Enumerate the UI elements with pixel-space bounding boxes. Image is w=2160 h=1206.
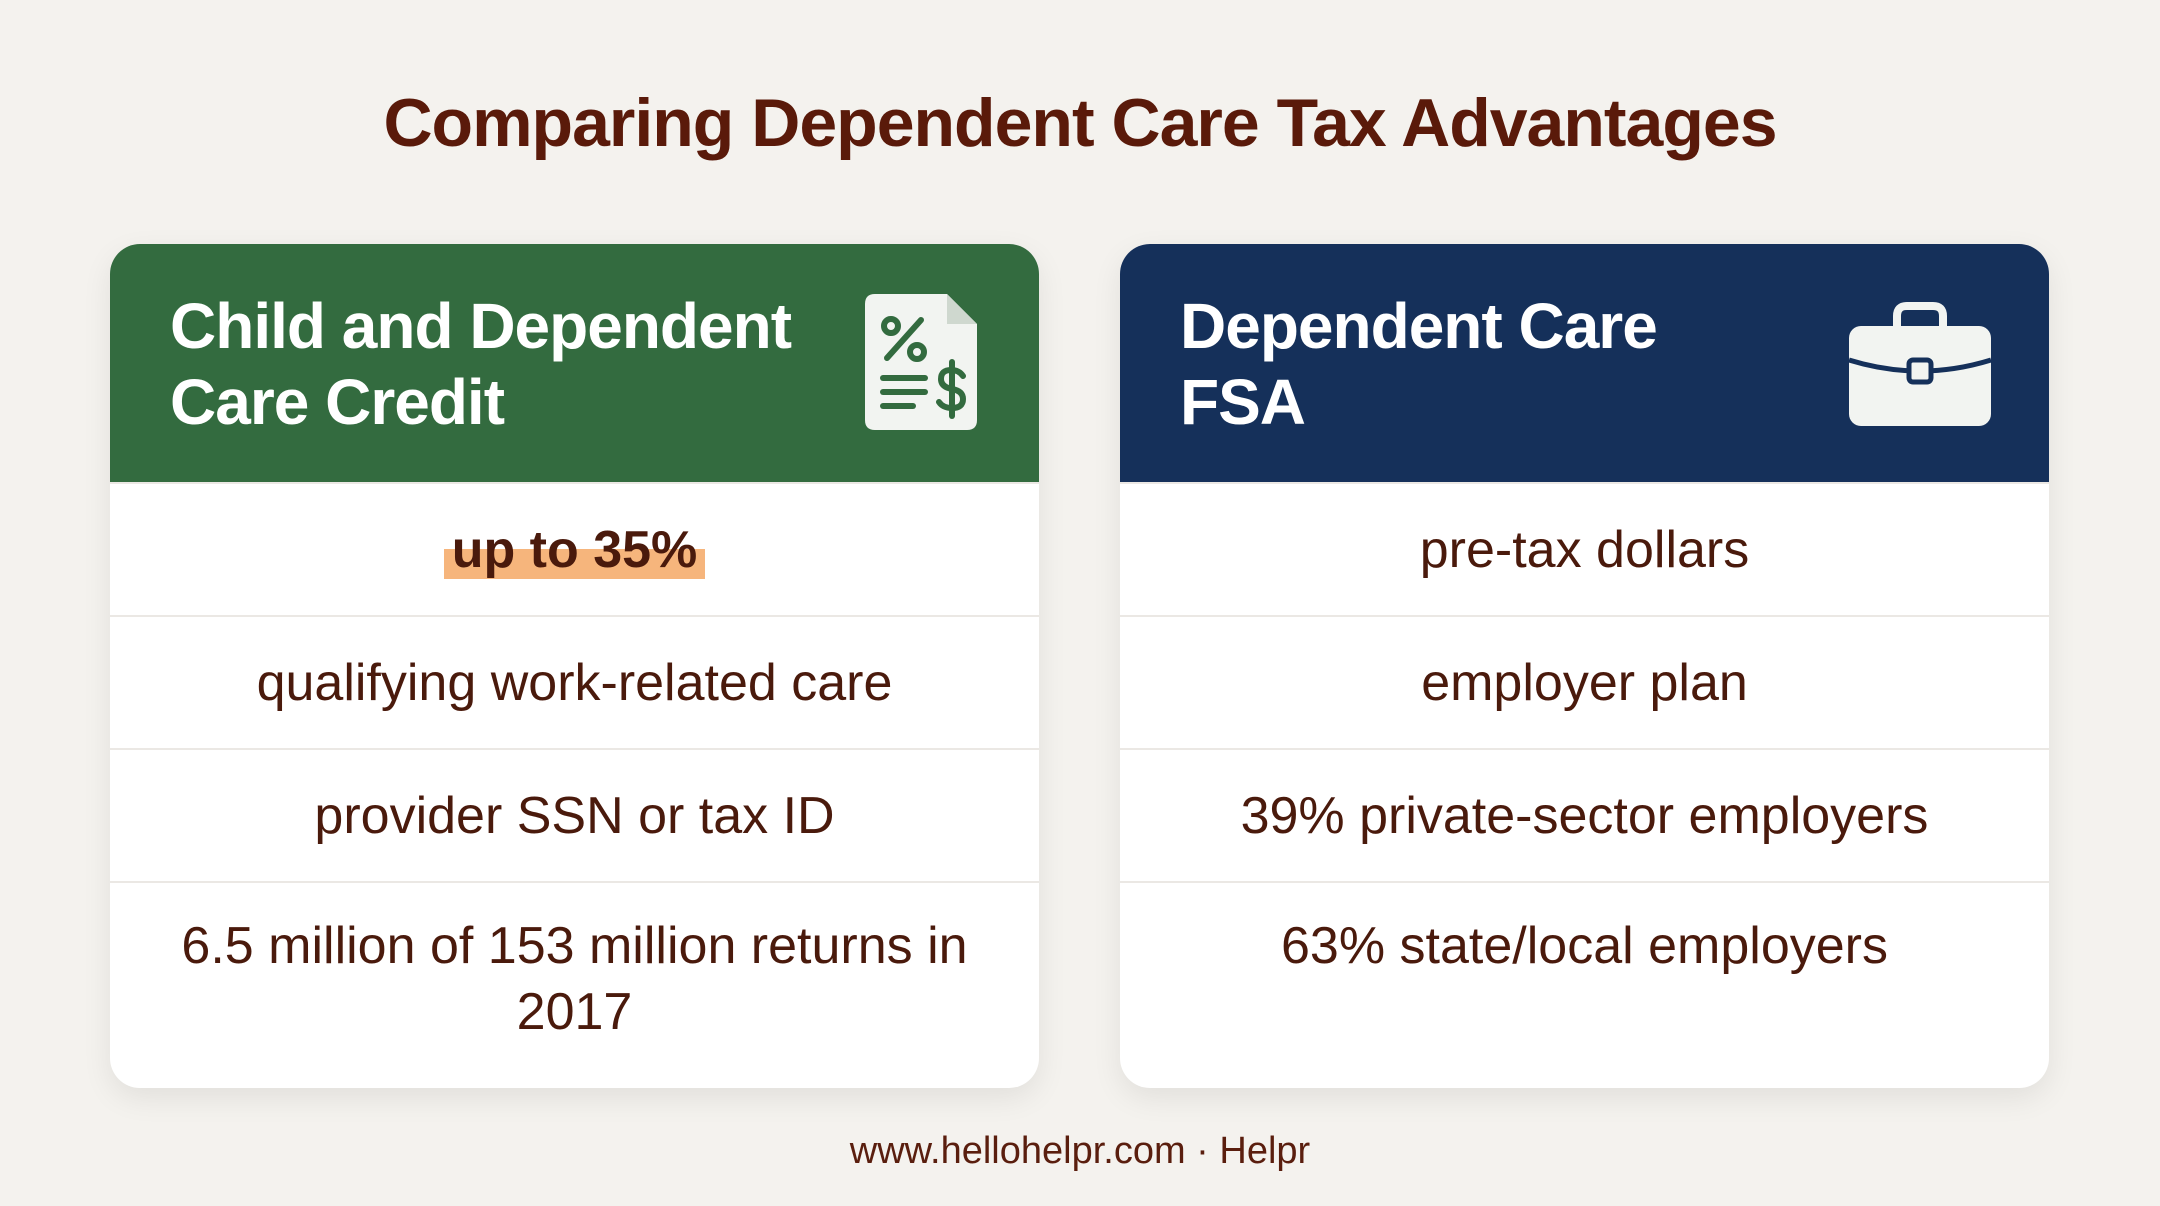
card-row: pre-tax dollars — [1120, 482, 2049, 615]
card-title-line: Dependent Care — [1180, 290, 1658, 362]
card-row: 6.5 million of 153 million returns in 20… — [110, 881, 1039, 1087]
card: Child and Dependent Care Credit up to 35… — [110, 244, 1039, 1088]
card-row: up to 35% — [110, 482, 1039, 615]
card: Dependent Care FSA pre-tax dollars emplo… — [1120, 244, 2049, 1088]
card-row: provider SSN or tax ID — [110, 748, 1039, 881]
card-title: Child and Dependent Care Credit — [170, 288, 792, 440]
briefcase-icon — [1849, 302, 1991, 426]
card-title: Dependent Care FSA — [1180, 288, 1658, 440]
card-row: 63% state/local employers — [1120, 881, 2049, 1087]
footer: www.hellohelpr.com · Helpr — [849, 1130, 1311, 1172]
page-title: Comparing Dependent Care Tax Advantages — [383, 85, 1777, 161]
card-header: Dependent Care FSA — [1120, 244, 2049, 482]
card-title-line: Child and Dependent — [170, 290, 792, 362]
card-title-line: Care Credit — [170, 366, 505, 438]
highlight-text: up to 35% — [443, 516, 706, 583]
card-header: Child and Dependent Care Credit — [110, 244, 1039, 482]
card-title-line: FSA — [1180, 366, 1306, 438]
receipt-icon — [865, 294, 977, 430]
card-row: qualifying work-related care — [110, 615, 1039, 748]
card-row: 39% private-sector employers — [1120, 748, 2049, 881]
card-row: employer plan — [1120, 615, 2049, 748]
